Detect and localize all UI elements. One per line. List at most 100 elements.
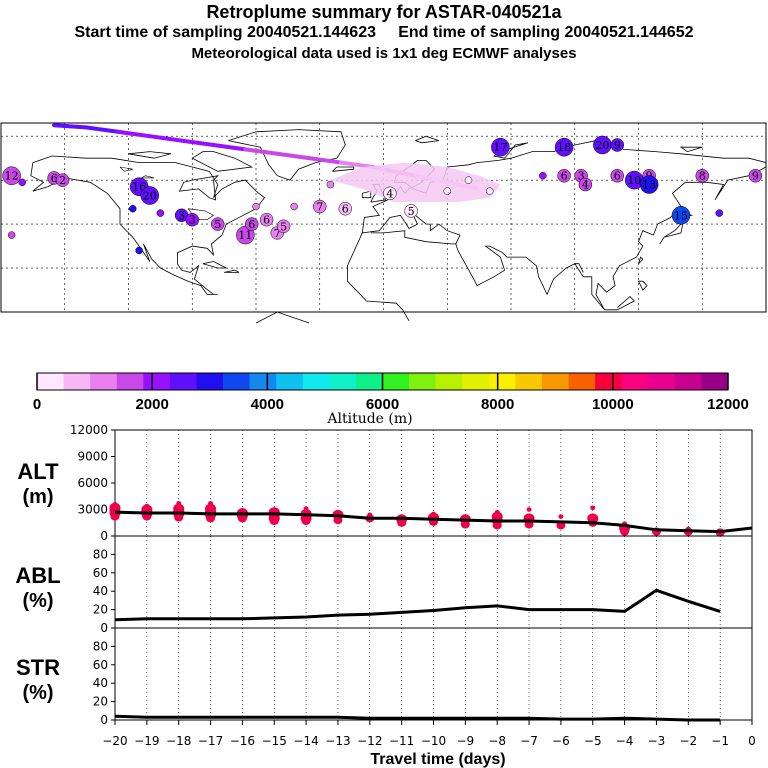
plume-cluster: 12 bbox=[2, 166, 21, 185]
colorbar-swatch bbox=[701, 373, 729, 390]
plume-cluster bbox=[7, 231, 16, 239]
cluster-label: 6 bbox=[614, 170, 621, 183]
colorbar-swatch bbox=[382, 373, 410, 390]
y-tick-label: 80 bbox=[93, 639, 108, 653]
cluster-label: 3 bbox=[189, 214, 196, 227]
cluster-marker bbox=[135, 246, 143, 255]
colorbar-swatch bbox=[674, 373, 702, 390]
series-line bbox=[114, 714, 721, 722]
plume-cluster: 17 bbox=[491, 137, 510, 157]
altitude-spread-dot bbox=[492, 521, 502, 530]
colorbar-swatch bbox=[621, 373, 649, 390]
cluster-marker bbox=[610, 168, 624, 183]
cluster-marker bbox=[443, 187, 451, 195]
altitude-spread-dot bbox=[558, 514, 564, 519]
cluster-marker bbox=[554, 137, 574, 157]
plume-track-segment bbox=[243, 147, 280, 156]
colorbar-swatch bbox=[249, 373, 277, 390]
plume-cluster bbox=[252, 202, 260, 211]
panel-frame bbox=[114, 627, 753, 721]
plume-track-segment bbox=[115, 129, 152, 139]
altitude-spread-dot bbox=[526, 507, 532, 512]
coastline-segment bbox=[202, 261, 227, 269]
coastline-segment bbox=[178, 175, 219, 201]
colorbar-tick-label: 8000 bbox=[481, 396, 514, 413]
cluster-marker bbox=[639, 175, 659, 194]
x-tick-label: −19 bbox=[134, 734, 159, 748]
cluster-marker bbox=[18, 178, 26, 187]
x-tick-label: −3 bbox=[648, 734, 666, 748]
plume-track-segment bbox=[52, 123, 88, 130]
colorbar-tick-label: 10000 bbox=[592, 396, 634, 413]
plume-cluster bbox=[135, 246, 143, 255]
altitude-spread-dot bbox=[237, 514, 247, 523]
colorbar-tick-label: 0 bbox=[33, 396, 41, 413]
coastline-segment bbox=[191, 151, 254, 172]
travel-time-axis: −20 −19 −18 −17 −16 −15 −14 −13 −12 −11 −10 −9 −8 −7−… bbox=[102, 720, 756, 748]
colorbar-swatch bbox=[409, 373, 436, 390]
colorbar-swatch bbox=[169, 373, 197, 390]
x-tick-label: −18 bbox=[166, 734, 191, 748]
x-tick-label: −11 bbox=[389, 734, 414, 748]
coastline-segment bbox=[604, 296, 635, 311]
y-tick-label: 0 bbox=[100, 713, 108, 727]
coastline-segment bbox=[370, 230, 456, 245]
coastline-segment bbox=[493, 142, 529, 159]
altitude-spread-dot bbox=[110, 512, 120, 521]
plume-cluster: 4 bbox=[578, 177, 593, 192]
cluster-marker bbox=[486, 187, 494, 195]
cluster-marker bbox=[276, 219, 291, 234]
plume-track-segment bbox=[275, 151, 312, 161]
plume-cluster: 4 bbox=[383, 186, 397, 200]
cluster-marker bbox=[313, 199, 327, 214]
x-tick-label: −10 bbox=[421, 734, 446, 748]
plume-cluster bbox=[464, 176, 473, 184]
plume-cluster: 18 bbox=[554, 137, 574, 157]
y-tick-label: 20 bbox=[93, 603, 108, 617]
cluster-marker bbox=[748, 168, 763, 183]
plume-cluster: 6 bbox=[557, 168, 571, 183]
altitude-colorbar: 0 2000 4000 6000 8000 10000 12000 bbox=[33, 372, 749, 413]
cluster-marker bbox=[290, 202, 298, 211]
x-axis-label: Travel time (days) bbox=[370, 751, 505, 768]
x-tick-label: −12 bbox=[357, 734, 382, 748]
cluster-marker bbox=[326, 180, 335, 189]
cluster-label: 6 bbox=[342, 203, 349, 216]
colorbar-swatch bbox=[116, 373, 144, 390]
colorbar-tick-label: 2000 bbox=[135, 396, 168, 413]
plume-cluster: 5 bbox=[404, 204, 418, 218]
plume-cluster: 2 bbox=[55, 173, 70, 187]
cluster-label: 15 bbox=[674, 209, 688, 222]
cluster-marker bbox=[695, 168, 709, 183]
x-tick-label: −5 bbox=[584, 734, 602, 748]
y-tick-label: 6000 bbox=[77, 476, 108, 490]
plume-cluster bbox=[715, 209, 723, 217]
coastline-segment bbox=[638, 256, 644, 264]
plume-cluster bbox=[290, 202, 298, 211]
coastline-segment bbox=[679, 146, 703, 153]
cluster-label: 2 bbox=[59, 174, 66, 187]
colorbar-swatch bbox=[196, 373, 224, 390]
plume-track-segment bbox=[211, 142, 248, 152]
cluster-label: 4 bbox=[386, 187, 393, 200]
colorbar-swatch bbox=[63, 373, 91, 390]
coastline-segment bbox=[224, 269, 240, 273]
plume-track bbox=[52, 123, 503, 203]
cluster-marker bbox=[140, 186, 159, 205]
cluster-label: 7 bbox=[274, 227, 281, 240]
low-level-plume-area bbox=[330, 162, 501, 203]
colorbar-swatch bbox=[276, 373, 304, 390]
lake-outline bbox=[141, 175, 155, 179]
cluster-label: 9 bbox=[752, 170, 759, 183]
y-axis-unit: (%) bbox=[22, 682, 53, 704]
cluster-label: 10 bbox=[627, 174, 641, 187]
colorbar-swatch bbox=[355, 373, 383, 390]
series-line bbox=[114, 510, 753, 534]
y-tick-label: 9000 bbox=[77, 450, 108, 464]
y-axis-unit: (%) bbox=[22, 590, 53, 612]
alt-panel: 0 3000 6000 9000 12000 ALT(m) bbox=[17, 423, 753, 543]
altitude-spread-dot bbox=[620, 527, 630, 536]
y-tick-label: 40 bbox=[93, 676, 108, 690]
plume-track-segment bbox=[307, 156, 343, 165]
